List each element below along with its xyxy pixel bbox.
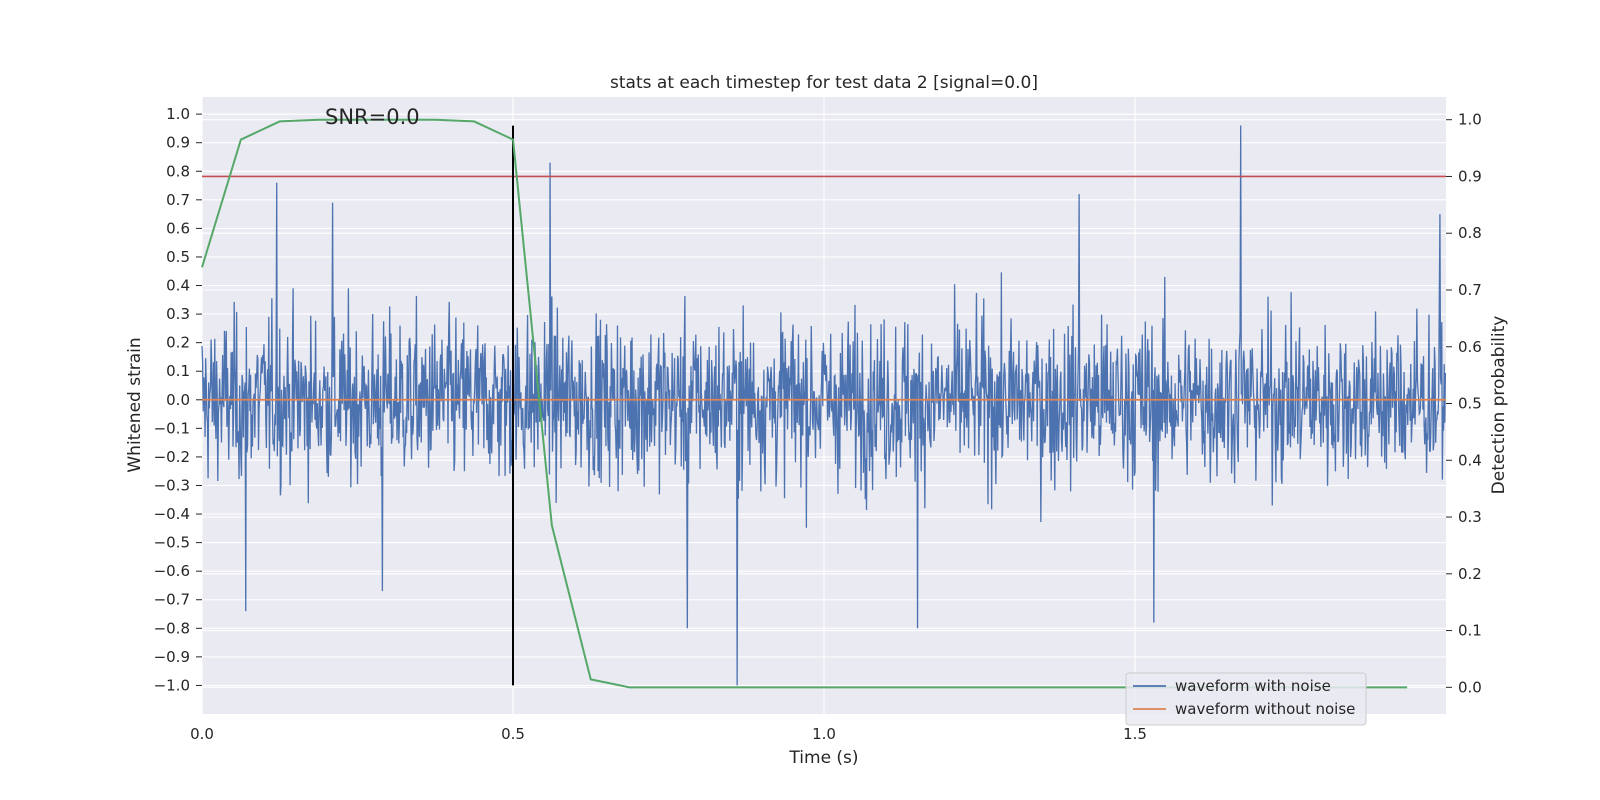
y-tick-label: 0.6 xyxy=(166,219,190,237)
y-tick-label: −0.3 xyxy=(154,476,190,494)
y-tick-label: 0.9 xyxy=(166,134,190,152)
y2-tick-label: 0.8 xyxy=(1458,224,1482,242)
y-tick-label: −0.2 xyxy=(154,448,190,466)
y-tick-label: 1.0 xyxy=(166,105,190,123)
series-waveform-with-noise xyxy=(201,125,1447,686)
y-tick-label: −0.4 xyxy=(154,505,190,523)
x-tick-label: 0.0 xyxy=(190,725,214,743)
y2-tick-label: 0.7 xyxy=(1458,281,1482,299)
y-tick-label: 0.8 xyxy=(166,162,190,180)
y2-tick-label: 0.9 xyxy=(1458,167,1482,185)
y2-tick-label: 0.6 xyxy=(1458,338,1482,356)
y-tick-label: −0.9 xyxy=(154,648,190,666)
y-tick-label: 0.4 xyxy=(166,277,190,295)
y-tick-label: −0.8 xyxy=(154,619,190,637)
y2-tick-label: 0.3 xyxy=(1458,508,1482,526)
y-tick-label: 0.3 xyxy=(166,305,190,323)
legend-label-without-noise: waveform without noise xyxy=(1175,700,1355,718)
x-tick-label: 1.5 xyxy=(1123,725,1147,743)
y-tick-label: 0.1 xyxy=(166,362,190,380)
y-tick-label: 0.7 xyxy=(166,191,190,209)
x-axis-label: Time (s) xyxy=(788,748,858,768)
y-tick-label: −0.1 xyxy=(154,419,190,437)
y-tick-label: −1.0 xyxy=(154,676,190,694)
y2-tick-label: 1.0 xyxy=(1458,111,1482,129)
legend-label-with-noise: waveform with noise xyxy=(1175,677,1331,695)
snr-annotation: SNR=0.0 xyxy=(325,105,420,129)
y-tick-label: 0.2 xyxy=(166,334,190,352)
series-detection-probability xyxy=(201,118,1408,689)
y2-tick-label: 0.4 xyxy=(1458,451,1482,469)
series-layer xyxy=(201,118,1447,689)
legend-box xyxy=(1125,672,1367,726)
x-tick-label: 0.5 xyxy=(501,725,525,743)
y-tick-label: −0.6 xyxy=(154,562,190,580)
y-tick-label: −0.5 xyxy=(154,534,190,552)
y-tick-label: 0.0 xyxy=(166,391,190,409)
chart-title: stats at each timestep for test data 2 [… xyxy=(610,73,1038,93)
y2-tick-label: 0.0 xyxy=(1458,678,1482,696)
x-tick-label: 1.0 xyxy=(812,725,836,743)
y2-axis-label: Detection probability xyxy=(1489,316,1509,495)
y-tick-label: −0.7 xyxy=(154,591,190,609)
tick-labels: −1.0 −0.9 −0.8 −0.7 −0.6 −0.5 −0.4 −0.3 −0.2 −0.1… xyxy=(154,105,1482,743)
y2-tick-label: 0.5 xyxy=(1458,395,1482,413)
y2-tick-label: 0.1 xyxy=(1458,622,1482,640)
legend: waveform with noise waveform without noi… xyxy=(1125,672,1367,726)
y2-tick-label: 0.2 xyxy=(1458,565,1482,583)
y-tick-label: 0.5 xyxy=(166,248,190,266)
y-axis-label: Whitened strain xyxy=(125,337,145,472)
